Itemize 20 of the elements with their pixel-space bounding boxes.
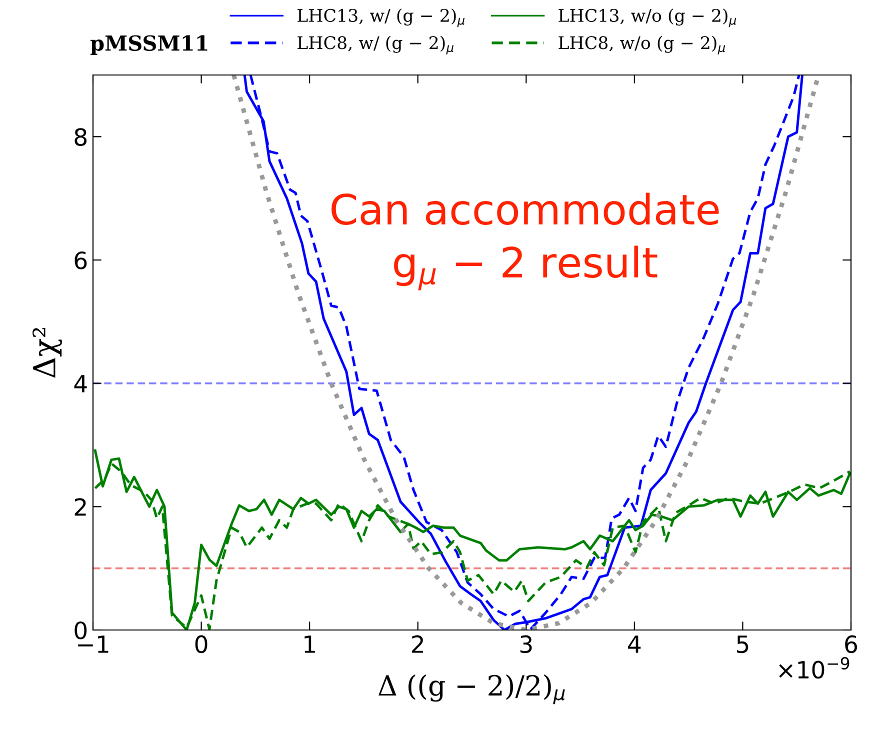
legend-label: LHC13, w/ (g − 2)$_{μ}$ bbox=[298, 8, 465, 28]
y-axis-title: Δχ² bbox=[32, 328, 62, 378]
x-tick-label: 4 bbox=[628, 636, 641, 653]
y-tick-label: 6 bbox=[74, 251, 87, 270]
x-axis-title: Δ ((g − 2)/2)$_{μ}$ bbox=[378, 674, 565, 704]
text: ×10$^{−9}$ bbox=[779, 657, 850, 679]
chart-title: pMSSM11 bbox=[90, 35, 208, 55]
x-tick-label: 2 bbox=[412, 635, 424, 653]
legend-label: LHC8, w/ (g − 2)$_{μ}$ bbox=[298, 36, 454, 54]
annotation: Can accommodate g$_{μ}$ − 2 result bbox=[332, 192, 719, 290]
x-tick-label: 0 bbox=[195, 635, 208, 654]
y-tick-label: 8 bbox=[74, 128, 87, 146]
x-tick-label: 6 bbox=[845, 635, 858, 654]
x-tick-label: 5 bbox=[737, 636, 748, 654]
x-tick-label: 3 bbox=[520, 635, 532, 654]
y-tick-label: 2 bbox=[74, 498, 86, 516]
legend-label: LHC8, w/o (g − 2)$_{μ}$ bbox=[558, 36, 726, 54]
legend-label: LHC13, w/o (g − 2)$_{μ}$ bbox=[558, 8, 736, 28]
y-tick-label: 4 bbox=[74, 375, 87, 392]
x-tick-label: 1 bbox=[304, 636, 315, 653]
